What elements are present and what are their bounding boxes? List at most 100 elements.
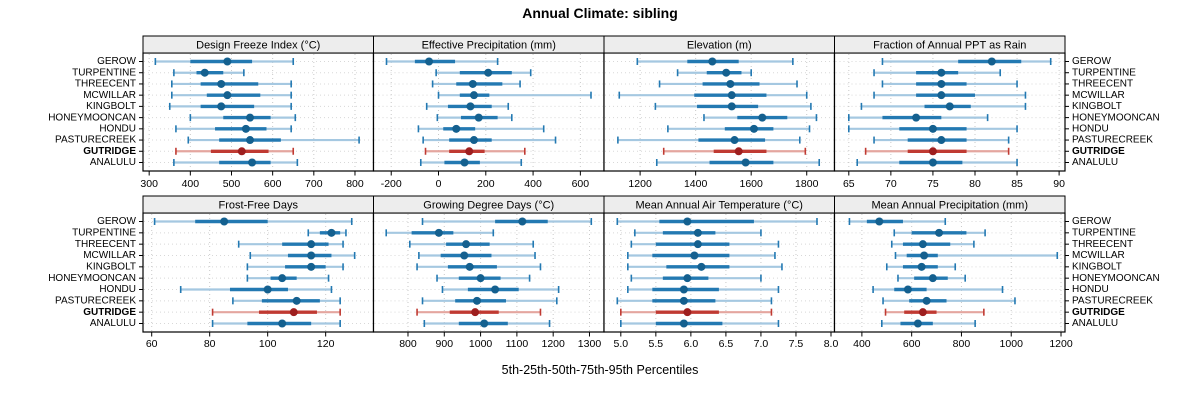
axis-tick-label: 70 [885, 178, 897, 190]
median-dot [263, 285, 272, 294]
axis-tick-label: 120 [317, 338, 335, 350]
median-dot [292, 296, 301, 305]
station-label-right: GUTRIDGE [1072, 307, 1125, 318]
station-label-right: HONEYMOONCAN [1072, 112, 1160, 123]
median-dot [474, 113, 483, 122]
panel-background [604, 53, 835, 171]
station-label-right: ANALULU [1072, 157, 1118, 168]
median-dot [220, 217, 229, 226]
axis-tick-label: 700 [305, 178, 323, 190]
median-dot [937, 91, 946, 100]
station-label-left: PASTURECREEK [55, 135, 136, 146]
median-dot [708, 57, 717, 66]
axis-tick-label: 1100 [506, 338, 529, 350]
station-label-right: PASTURECREEK [1072, 135, 1153, 146]
station-label-left: ANALULU [90, 318, 136, 329]
station-label-right: THREECENT [1072, 79, 1133, 90]
station-label-right: HONEYMOONCAN [1072, 273, 1160, 284]
station-label-right: ANALULU [1072, 318, 1118, 329]
median-dot [697, 262, 706, 271]
axis-tick-label: 400 [524, 178, 542, 190]
axis-tick-label: 1300 [578, 338, 602, 350]
median-dot [472, 296, 481, 305]
station-label-left: TURPENTINE [72, 67, 136, 78]
panel-strip-title: Mean Annual Precipitation (mm) [871, 199, 1028, 211]
median-dot [289, 308, 298, 317]
station-label-right: MCWILLAR [1072, 250, 1125, 261]
panel-strip-title: Effective Precipitation (mm) [422, 39, 556, 51]
axis-tick-label: 6.0 [684, 338, 699, 350]
station-label-right: PASTURECREEK [1072, 295, 1153, 306]
median-dot [476, 274, 485, 283]
median-dot [452, 124, 461, 133]
axis-tick-label: 7.0 [754, 338, 769, 350]
axis-tick-label: 900 [436, 338, 454, 350]
axis-tick-label: 5.5 [649, 338, 664, 350]
median-dot [920, 251, 929, 260]
figure-caption: 5th-25th-50th-75th-95th Percentiles [501, 363, 699, 377]
median-dot [928, 147, 937, 156]
median-dot [460, 158, 469, 167]
station-label-right: TURPENTINE [1072, 67, 1136, 78]
median-dot [237, 147, 246, 156]
axis-tick-label: 80 [204, 338, 216, 350]
median-dot [217, 79, 226, 88]
median-dot [918, 240, 927, 249]
median-dot [465, 147, 474, 156]
axis-tick-label: 75 [927, 178, 939, 190]
station-label-right: TURPENTINE [1072, 227, 1136, 238]
median-dot [683, 308, 692, 317]
median-dot [480, 319, 489, 328]
panel-strip [834, 35, 1066, 54]
station-label-right: KINGBOLT [1072, 261, 1122, 272]
median-dot [465, 262, 474, 271]
median-dot [679, 319, 688, 328]
axis-tick-label: 6.5 [719, 338, 734, 350]
station-label-left: MCWILLAR [83, 250, 136, 261]
station-label-left: TURPENTINE [72, 227, 136, 238]
axis-tick-label: -200 [381, 178, 402, 190]
panel-background [143, 53, 374, 171]
median-dot [200, 68, 209, 77]
median-dot [937, 68, 946, 77]
median-dot [918, 308, 927, 317]
median-dot [462, 240, 471, 249]
median-dot [693, 228, 702, 237]
median-dot [917, 262, 926, 271]
station-label-left: KINGBOLT [86, 101, 136, 112]
panel-strip-title: Design Freeze Index (°C) [196, 39, 320, 51]
median-dot [307, 240, 316, 249]
station-label-left: GEROW [97, 56, 136, 67]
median-dot [730, 136, 739, 145]
station-label-left: ANALULU [90, 157, 136, 168]
median-dot [734, 147, 743, 156]
median-dot [246, 113, 255, 122]
median-dot [727, 102, 736, 111]
axis-tick-label: 8.0 [824, 338, 839, 350]
station-label-left: MCWILLAR [83, 90, 136, 101]
median-dot [726, 79, 735, 88]
median-dot [722, 68, 731, 77]
axis-tick-label: 100 [259, 338, 277, 350]
station-label-left: GUTRIDGE [83, 146, 136, 157]
axis-tick-label: 1000 [469, 338, 493, 350]
median-dot [246, 136, 255, 145]
median-dot [223, 57, 232, 66]
axis-tick-label: 1600 [740, 178, 764, 190]
axis-tick-label: 5.0 [614, 338, 629, 350]
axis-tick-label: 7.5 [789, 338, 804, 350]
axis-tick-label: 1800 [795, 178, 819, 190]
median-dot [425, 57, 434, 66]
median-dot [741, 158, 750, 167]
median-dot [758, 113, 767, 122]
station-label-right: GEROW [1072, 216, 1111, 227]
median-dot [945, 102, 954, 111]
axis-tick-label: 1000 [1000, 338, 1024, 350]
median-dot [460, 251, 469, 260]
axis-tick-label: 1200 [628, 178, 652, 190]
station-label-left: GEROW [97, 216, 136, 227]
axis-tick-label: 400 [853, 338, 871, 350]
station-label-left: THREECENT [75, 79, 136, 90]
median-dot [912, 113, 921, 122]
